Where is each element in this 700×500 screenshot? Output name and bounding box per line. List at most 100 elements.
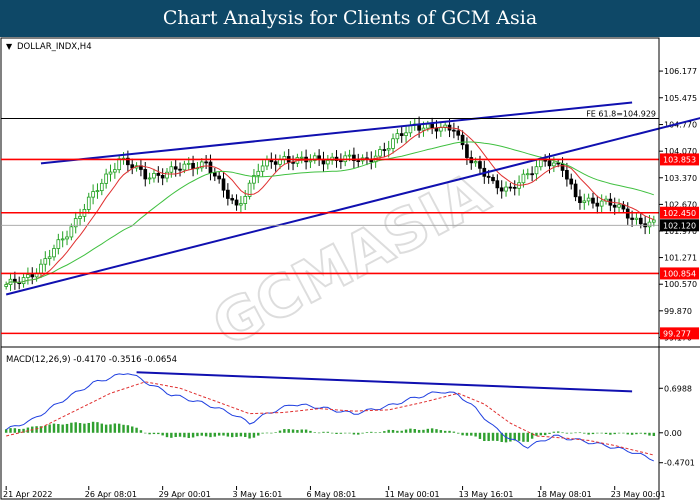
macd-histogram-bar	[191, 432, 195, 438]
candle-body	[634, 217, 639, 220]
candle-body	[182, 163, 187, 171]
macd-histogram-bar	[313, 432, 317, 433]
candle-body	[647, 221, 652, 228]
candle-body	[556, 162, 561, 165]
macd-histogram-bar	[87, 422, 90, 433]
level-price-label: 102.450	[663, 209, 696, 218]
candle-body	[299, 156, 304, 159]
macd-histogram-bar	[200, 432, 203, 436]
candle-body	[99, 182, 104, 192]
macd-histogram-bar	[396, 430, 399, 433]
macd-histogram-bar	[443, 430, 447, 433]
candle-body	[495, 180, 500, 189]
title-banner: Chart Analysis for Clients of GCM Asia	[0, 0, 700, 37]
macd-histogram-bar	[552, 431, 556, 433]
macd-histogram-bar	[257, 432, 260, 436]
macd-histogram-bar	[13, 428, 17, 433]
candle-body	[260, 165, 265, 172]
macd-histogram-bar	[113, 423, 117, 433]
macd-histogram-bar	[378, 432, 382, 433]
level-price-box	[660, 327, 699, 340]
macd-y-tick-label: -0.4701	[664, 459, 695, 468]
macd-histogram-bar	[35, 426, 38, 433]
macd-histogram-bar	[96, 422, 99, 433]
macd-histogram-bar	[648, 432, 651, 436]
macd-histogram-bar	[604, 432, 608, 434]
macd-histogram-bar	[530, 432, 534, 439]
y-tick-label: 104.070	[664, 147, 697, 156]
candle-body	[612, 204, 617, 208]
candle-body	[543, 159, 547, 162]
candle-body	[169, 166, 174, 173]
candle-body	[586, 197, 591, 202]
candle-body	[165, 171, 169, 179]
macd-histogram-bar	[339, 432, 343, 434]
macd-histogram-bar	[117, 423, 121, 433]
macd-histogram-bar	[626, 432, 629, 435]
macd-histogram-bar	[483, 432, 486, 442]
trendline	[5, 117, 700, 296]
y-tick-label: 99.870	[664, 307, 692, 316]
macd-histogram-bar	[183, 432, 186, 438]
collapse-triangle-icon[interactable]: ▼	[6, 42, 13, 51]
level-price-box	[660, 153, 699, 166]
candle-body	[395, 133, 400, 140]
macd-histogram-bar	[365, 432, 369, 433]
macd-histogram-bar	[461, 432, 464, 436]
candle-body	[560, 163, 565, 171]
candle-body	[439, 127, 443, 132]
candle-body	[512, 186, 517, 189]
macd-histogram-bar	[543, 432, 547, 436]
candle-body	[104, 173, 108, 184]
macd-histogram-bar	[309, 430, 312, 433]
candle-body	[312, 155, 317, 161]
macd-panel: 0.6988 0.00 -0.4701	[4, 371, 695, 468]
candle-body	[191, 162, 195, 170]
candle-body	[552, 162, 556, 167]
macd-histogram-bar	[526, 432, 529, 442]
macd-histogram-bar	[239, 432, 243, 437]
macd-histogram-bar	[361, 432, 364, 434]
candle-body	[491, 177, 495, 182]
candle-body	[391, 138, 395, 149]
macd-histogram-bar	[617, 432, 621, 434]
candle-body	[291, 161, 295, 164]
macd-histogram-bar	[170, 432, 173, 438]
macd-histogram-bar	[583, 432, 586, 434]
macd-histogram-bar	[304, 429, 308, 433]
candle-body	[156, 173, 161, 176]
macd-histogram-bar	[235, 432, 238, 437]
macd-histogram-bar	[491, 432, 495, 441]
macd-histogram-bar	[74, 422, 77, 433]
macd-histogram-bar	[157, 432, 160, 435]
y-tick-label: 102.670	[664, 200, 697, 209]
macd-histogram-bar	[148, 432, 151, 435]
candle-body	[108, 171, 113, 175]
candle-body	[352, 154, 356, 162]
candle-body	[465, 144, 469, 158]
candle-body	[95, 190, 100, 193]
macd-histogram-bar	[391, 429, 395, 433]
candle-body	[591, 197, 595, 204]
macd-histogram-bar	[91, 421, 95, 433]
candle-body	[39, 263, 43, 274]
macd-histogram-bar	[643, 432, 647, 435]
macd-label: MACD(12,26,9) -0.4170 -0.3516 -0.0654	[6, 355, 177, 365]
macd-histogram-bar	[326, 431, 330, 433]
candle-body	[578, 196, 582, 203]
fibonacci-level-label: FE 61.8=104.929	[586, 110, 656, 119]
macd-histogram-bar	[587, 432, 590, 435]
macd-histogram-bar	[122, 424, 125, 433]
macd-histogram-bar	[352, 432, 356, 435]
current-price-label: 102.120	[663, 221, 696, 230]
macd-histogram-bar	[70, 422, 73, 433]
candle-body	[478, 161, 482, 169]
y-tick-label: 100.570	[664, 280, 697, 289]
macd-histogram-bar	[509, 432, 512, 442]
x-axis: 21 Apr 2022 26 Apr 08:01 29 Apr 00:01 3 May…	[3, 486, 666, 499]
candle-body	[595, 202, 600, 207]
macd-histogram-bar	[144, 432, 147, 434]
candle-body	[126, 157, 130, 166]
macd-histogram-bar	[126, 425, 130, 433]
candle-body	[117, 158, 122, 171]
